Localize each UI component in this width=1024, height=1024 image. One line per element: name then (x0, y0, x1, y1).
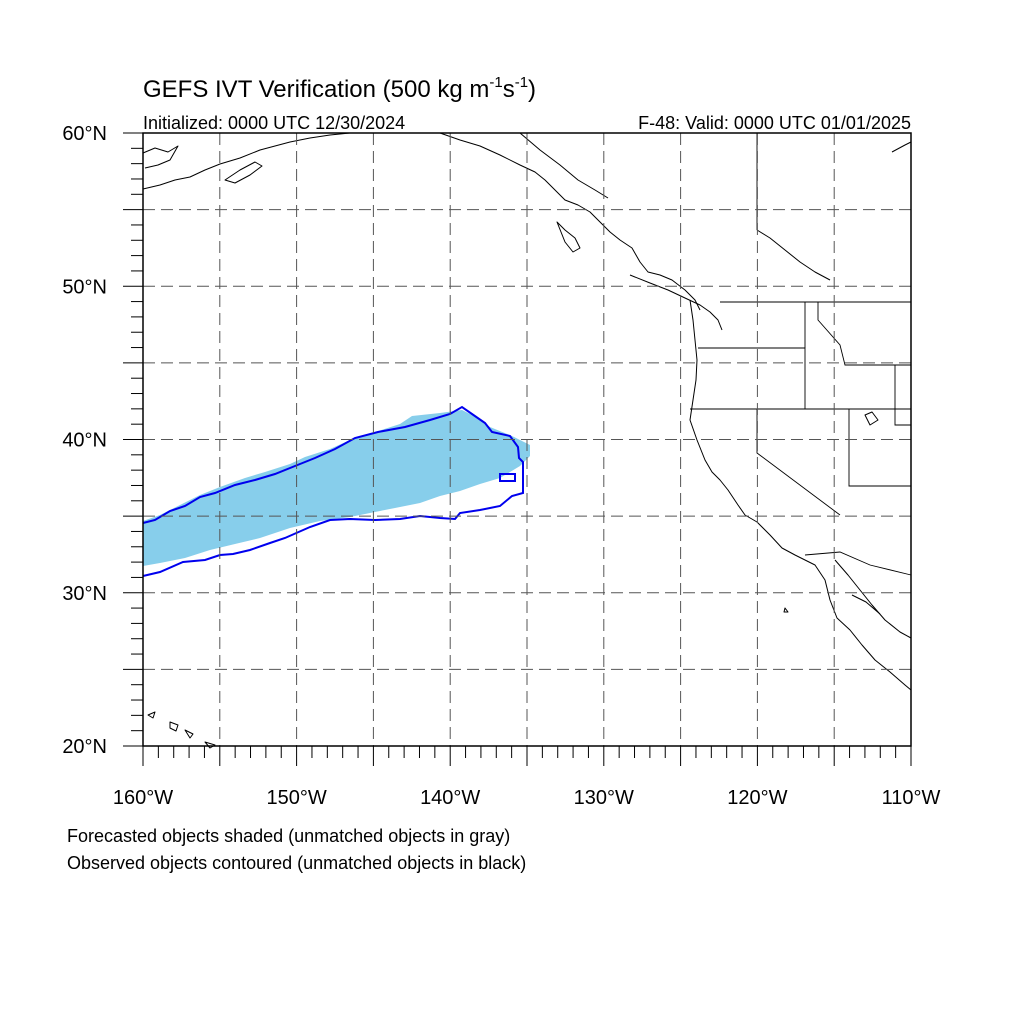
lon-label: 150°W (266, 787, 326, 809)
political-borders (690, 133, 912, 576)
map-title: GEFS IVT Verification (500 kg m-1s-1) (143, 74, 536, 103)
lat-label: 40°N (62, 430, 107, 452)
lat-label: 30°N (62, 583, 107, 605)
legend-forecast-note: Forecasted objects shaded (unmatched obj… (67, 826, 511, 846)
lat-label: 60°N (62, 123, 107, 145)
axis-ticks (123, 132, 912, 766)
latitude-labels: 60°N 50°N 40°N 30°N 20°N (62, 123, 107, 758)
longitude-labels: 160°W 150°W 140°W 130°W 120°W 110°W (113, 787, 941, 809)
legend-observed-note: Observed objects contoured (unmatched ob… (67, 853, 527, 873)
lon-label: 120°W (727, 787, 787, 809)
init-time-label: Initialized: 0000 UTC 12/30/2024 (143, 113, 405, 133)
forecast-ivt-object (143, 410, 530, 566)
observed-ivt-contour (142, 405, 524, 577)
lon-label: 110°W (882, 787, 941, 809)
lon-label: 160°W (113, 787, 173, 809)
graticule (143, 133, 911, 746)
lat-label: 20°N (62, 736, 107, 758)
observed-small-contour (499, 473, 516, 482)
lat-label: 50°N (62, 276, 107, 298)
valid-time-label: F-48: Valid: 0000 UTC 01/01/2025 (638, 113, 911, 133)
lon-label: 130°W (574, 787, 634, 809)
lon-label: 140°W (420, 787, 480, 809)
